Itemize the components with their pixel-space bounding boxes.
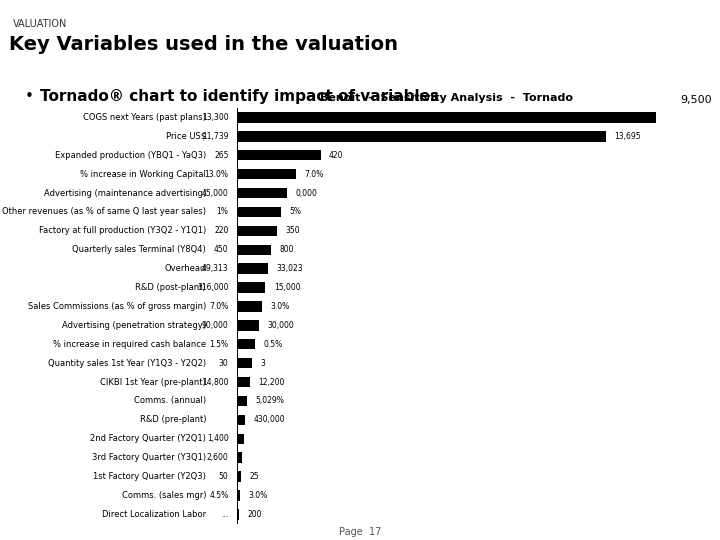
Text: 5%: 5%	[289, 207, 301, 217]
Bar	[237, 301, 262, 312]
Text: Page  17: Page 17	[339, 527, 381, 537]
Text: 13,695: 13,695	[614, 132, 641, 141]
Text: 15,000: 15,000	[274, 283, 300, 292]
Bar	[237, 112, 656, 123]
Text: 11,739: 11,739	[202, 132, 228, 141]
Text: VALUATION: VALUATION	[13, 19, 68, 29]
Text: 45,000: 45,000	[202, 188, 228, 198]
Bar	[237, 282, 266, 293]
Bar	[237, 358, 253, 368]
Text: 420: 420	[329, 151, 343, 160]
Bar	[237, 245, 271, 255]
Text: 3.0%: 3.0%	[271, 302, 289, 311]
Text: 450: 450	[214, 245, 228, 254]
Text: •: •	[25, 89, 34, 104]
Text: 5,029%: 5,029%	[256, 396, 284, 406]
Bar	[237, 471, 241, 482]
Text: 2,600: 2,600	[207, 453, 228, 462]
Text: Expanded production (YBQ1 - YaQ3): Expanded production (YBQ1 - YaQ3)	[55, 151, 206, 160]
Text: Quarterly sales Terminal (Y8Q4): Quarterly sales Terminal (Y8Q4)	[72, 245, 206, 254]
Text: Comms. (annual): Comms. (annual)	[134, 396, 206, 406]
Bar	[237, 207, 281, 217]
Bar	[237, 339, 256, 349]
Bar	[237, 320, 258, 330]
Text: Other revenues (as % of same Q last year sales): Other revenues (as % of same Q last year…	[2, 207, 206, 217]
Bar	[237, 415, 246, 425]
Text: 1,400: 1,400	[207, 434, 228, 443]
Text: 13,300: 13,300	[202, 113, 228, 122]
Text: COGS next Years (past plans): COGS next Years (past plans)	[83, 113, 206, 122]
Text: Sales Commissions (as % of gross margin): Sales Commissions (as % of gross margin)	[28, 302, 206, 311]
Text: 350: 350	[285, 226, 300, 235]
Text: Tornado® chart to identify impact of variables: Tornado® chart to identify impact of var…	[40, 89, 438, 104]
Text: 200: 200	[248, 510, 262, 519]
Bar	[237, 490, 240, 501]
Text: 1st Factory Quarter (Y2Q3): 1st Factory Quarter (Y2Q3)	[93, 472, 206, 481]
Text: 14,800: 14,800	[202, 377, 228, 387]
Text: 3: 3	[261, 359, 266, 368]
Text: Direct Localization Labor: Direct Localization Labor	[102, 510, 206, 519]
Text: DUKE: DUKE	[658, 519, 688, 529]
Text: 30,000: 30,000	[267, 321, 294, 330]
Text: Quantity sales 1st Year (Y1Q3 - Y2Q2): Quantity sales 1st Year (Y1Q3 - Y2Q2)	[48, 359, 206, 368]
Text: ...: ...	[222, 510, 228, 519]
Bar	[237, 264, 269, 274]
Text: Advertising (penetration strategy): Advertising (penetration strategy)	[62, 321, 206, 330]
Text: 90,000: 90,000	[202, 321, 228, 330]
Bar	[237, 169, 296, 179]
Text: 9,500: 9,500	[680, 95, 712, 105]
Text: % increase in Working Capital: % increase in Working Capital	[80, 170, 206, 179]
Text: 0,000: 0,000	[296, 188, 318, 198]
Bar	[237, 434, 243, 444]
Text: 1.5%: 1.5%	[210, 340, 228, 349]
Text: 3rd Factory Quarter (Y3Q1): 3rd Factory Quarter (Y3Q1)	[92, 453, 206, 462]
Text: 7.0%: 7.0%	[304, 170, 323, 179]
Text: 7.0%: 7.0%	[210, 302, 228, 311]
Text: R&D (post-plant): R&D (post-plant)	[135, 283, 206, 292]
Bar	[237, 226, 276, 236]
Text: 2nd Factory Quarter (Y2Q1): 2nd Factory Quarter (Y2Q1)	[90, 434, 206, 443]
Text: 13.0%: 13.0%	[204, 170, 228, 179]
Bar	[237, 396, 247, 406]
Text: 12,200: 12,200	[258, 377, 284, 387]
Text: 220: 220	[214, 226, 228, 235]
Text: 316,000: 316,000	[197, 283, 228, 292]
Text: 4.5%: 4.5%	[210, 491, 228, 500]
Text: Factory at full production (Y3Q2 - Y1Q1): Factory at full production (Y3Q2 - Y1Q1)	[39, 226, 206, 235]
Text: 0.5%: 0.5%	[264, 340, 283, 349]
Bar	[237, 131, 606, 141]
Text: Overhead: Overhead	[165, 264, 206, 273]
Text: R&D (pre-plant): R&D (pre-plant)	[140, 415, 206, 424]
Text: 33,023: 33,023	[276, 264, 303, 273]
Text: CIKBI 1st Year (pre-plant): CIKBI 1st Year (pre-plant)	[100, 377, 206, 387]
Text: 50: 50	[219, 472, 228, 481]
Text: % increase in required cash balance: % increase in required cash balance	[53, 340, 206, 349]
Bar	[237, 377, 250, 387]
Bar	[237, 150, 320, 160]
Text: Comms. (sales mgr): Comms. (sales mgr)	[122, 491, 206, 500]
Text: Advertising (maintenance advertising): Advertising (maintenance advertising)	[44, 188, 206, 198]
Text: 3.0%: 3.0%	[248, 491, 268, 500]
Bar	[237, 453, 243, 463]
Text: 430,000: 430,000	[253, 415, 285, 424]
Title: Benoit  -  Sensitivity Analysis  -  Tornado: Benoit - Sensitivity Analysis - Tornado	[320, 93, 573, 103]
Text: 800: 800	[279, 245, 294, 254]
Text: 30: 30	[219, 359, 228, 368]
Text: 25: 25	[250, 472, 259, 481]
Text: Price US$: Price US$	[166, 132, 206, 141]
Text: 1%: 1%	[217, 207, 228, 217]
Bar	[237, 188, 287, 198]
Text: 265: 265	[214, 151, 228, 160]
Bar	[237, 509, 240, 519]
Text: Key Variables used in the valuation: Key Variables used in the valuation	[9, 35, 397, 54]
Text: 49,313: 49,313	[202, 264, 228, 273]
